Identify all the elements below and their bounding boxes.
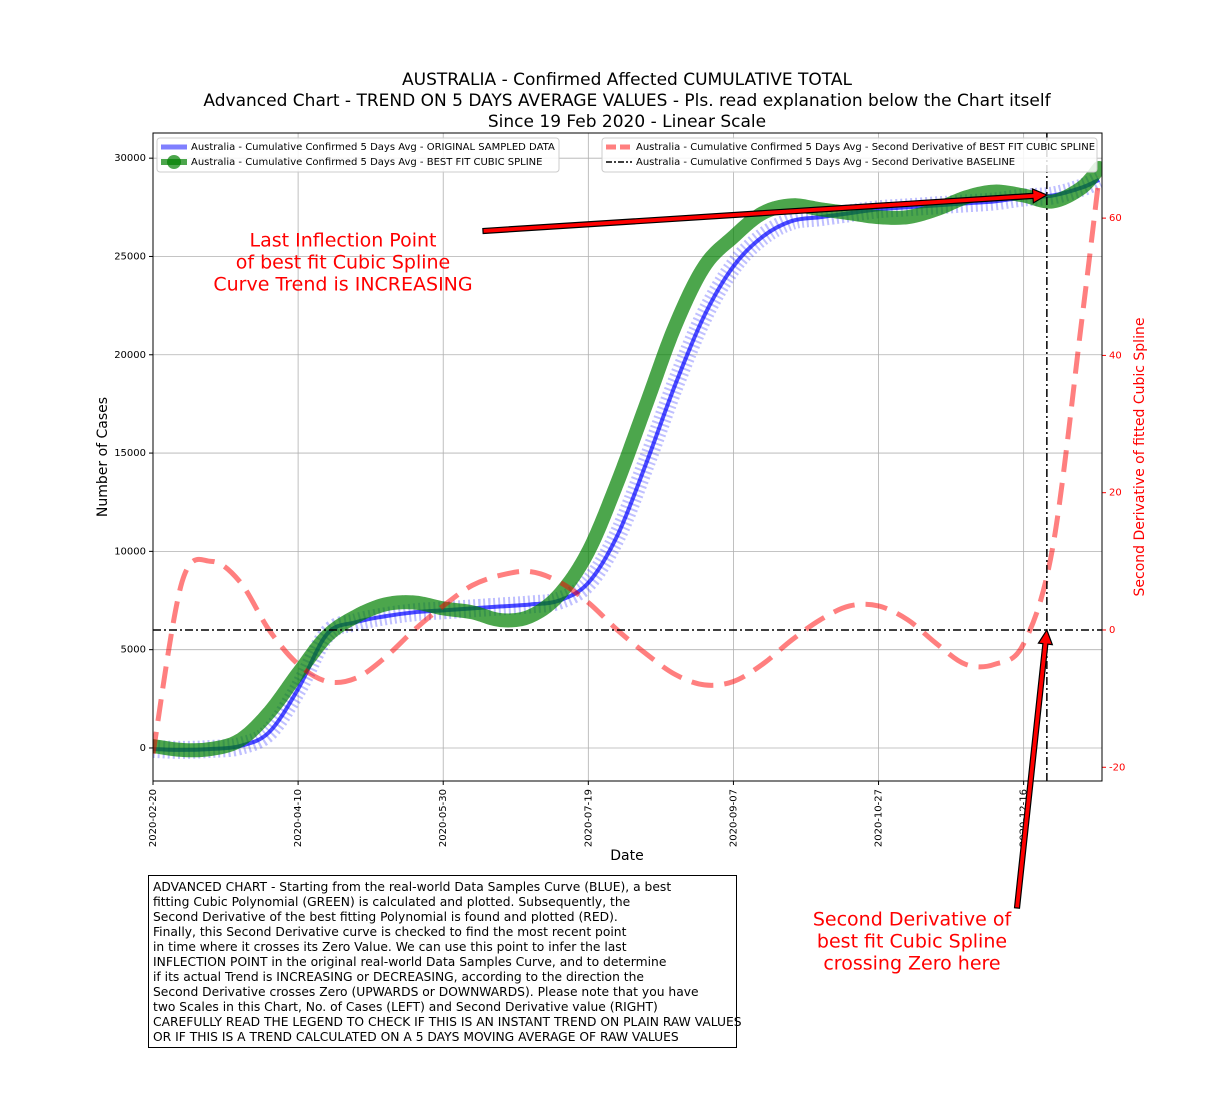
note-line: CAREFULLY READ THE LEGEND TO CHECK IF TH…: [153, 1015, 742, 1029]
y-tick-label: 30000: [114, 153, 146, 164]
note-line: fitting Cubic Polynomial (GREEN) is calc…: [153, 895, 631, 909]
annotation: Last Inflection Point: [250, 230, 437, 252]
note-line: in time where it crosses its Zero Value.…: [153, 940, 627, 954]
x-tick-label: 2020-09-07: [728, 789, 739, 847]
y-tick-label: 5000: [121, 645, 146, 656]
y-tick-label: 10000: [114, 546, 146, 557]
legend: [156, 137, 560, 173]
x-axis-label: Date: [610, 848, 643, 864]
annotation: of best fit Cubic Spline: [236, 252, 451, 274]
note-line: two Scales in this Chart, No. of Cases (…: [153, 1000, 658, 1014]
x-tick-label: 2020-07-19: [583, 789, 594, 847]
explanation-box: ADVANCED CHART - Starting from the real-…: [148, 875, 742, 1048]
annotation-arrow: [482, 187, 1049, 235]
y-axis-label: Number of Cases: [95, 397, 111, 517]
legend: [601, 137, 1098, 173]
chart-title: AUSTRALIA - Confirmed Affected CUMULATIV…: [402, 70, 852, 90]
y-tick-label: 15000: [114, 448, 146, 459]
legend-marker: [167, 155, 181, 169]
y-tick-label: 0: [140, 743, 146, 754]
annotation: best fit Cubic Spline: [817, 931, 1007, 953]
plot-layer: [153, 133, 1102, 781]
x-tick-label: 2020-02-20: [148, 789, 159, 847]
x-tick-label: 2020-10-27: [874, 789, 885, 847]
chart-title: Advanced Chart - TREND ON 5 DAYS AVERAGE…: [203, 91, 1051, 111]
y2-axis-label: Second Derivative of fitted Cubic Spline: [1132, 318, 1148, 597]
y-tick-label: 20000: [114, 350, 146, 361]
note-line: ADVANCED CHART - Starting from the real-…: [153, 880, 672, 894]
y2-tick-label: 60: [1109, 213, 1122, 224]
x-tick-label: 2020-05-30: [438, 789, 449, 847]
legend-label: Australia - Cumulative Confirmed 5 Days …: [191, 142, 555, 153]
legend-label: Australia - Cumulative Confirmed 5 Days …: [636, 142, 1095, 153]
chart-title: Since 19 Feb 2020 - Linear Scale: [488, 112, 766, 132]
note-line: Second Derivative crosses Zero (UPWARDS …: [153, 985, 699, 999]
y2-tick-label: -20: [1109, 762, 1125, 773]
note-line: if its actual Trend is INCREASING or DEC…: [153, 970, 644, 984]
note-line: OR IF THIS IS A TREND CALCULATED ON A 5 …: [153, 1030, 679, 1044]
plot-frame: [152, 132, 1103, 782]
y2-tick-label: 20: [1109, 488, 1122, 499]
y2-tick-label: 40: [1109, 350, 1122, 361]
y-tick-label: 25000: [114, 251, 146, 262]
series-line: [153, 176, 1102, 754]
annotation: Curve Trend is INCREASING: [213, 274, 472, 296]
annotation: Second Derivative of: [813, 909, 1013, 931]
annotation: crossing Zero here: [823, 953, 1000, 975]
note-line: INFLECTION POINT in the original real-wo…: [153, 955, 667, 969]
annotation-arrow: [1013, 628, 1054, 909]
note-line: Second Derivative of the best fitting Po…: [153, 910, 618, 924]
y2-tick-label: 0: [1109, 625, 1115, 636]
x-tick-label: 2020-04-10: [293, 789, 304, 847]
series-line: [153, 160, 1102, 758]
legend-label: Australia - Cumulative Confirmed 5 Days …: [191, 157, 542, 168]
note-line: Finally, this Second Derivative curve is…: [153, 925, 627, 939]
legend-label: Australia - Cumulative Confirmed 5 Days …: [636, 157, 1015, 168]
